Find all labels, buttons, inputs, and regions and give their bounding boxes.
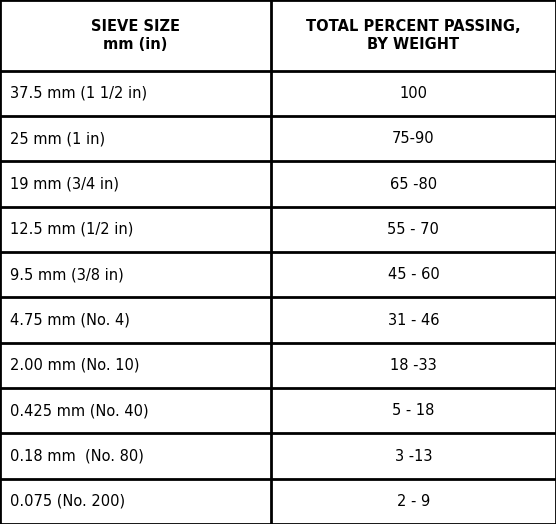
Text: TOTAL PERCENT PASSING,
BY WEIGHT: TOTAL PERCENT PASSING, BY WEIGHT [306,19,521,51]
Text: 5 - 18: 5 - 18 [392,403,435,418]
Text: 100: 100 [399,86,428,101]
Text: 31 - 46: 31 - 46 [388,312,439,328]
Text: 2 - 9: 2 - 9 [397,494,430,509]
Text: 55 - 70: 55 - 70 [388,222,439,237]
Text: 0.18 mm  (No. 80): 0.18 mm (No. 80) [10,449,144,464]
Text: 9.5 mm (3/8 in): 9.5 mm (3/8 in) [10,267,124,282]
Text: 0.425 mm (No. 40): 0.425 mm (No. 40) [10,403,148,418]
Text: 65 -80: 65 -80 [390,177,437,192]
Text: 18 -33: 18 -33 [390,358,437,373]
Text: 0.075 (No. 200): 0.075 (No. 200) [10,494,125,509]
Text: 37.5 mm (1 1/2 in): 37.5 mm (1 1/2 in) [10,86,147,101]
Text: 25 mm (1 in): 25 mm (1 in) [10,131,105,146]
Text: 45 - 60: 45 - 60 [388,267,439,282]
Text: 75-90: 75-90 [392,131,435,146]
Text: 12.5 mm (1/2 in): 12.5 mm (1/2 in) [10,222,133,237]
Text: SIEVE SIZE
mm (in): SIEVE SIZE mm (in) [91,19,180,51]
Text: 4.75 mm (No. 4): 4.75 mm (No. 4) [10,312,130,328]
Text: 19 mm (3/4 in): 19 mm (3/4 in) [10,177,119,192]
Text: 3 -13: 3 -13 [395,449,432,464]
Text: 2.00 mm (No. 10): 2.00 mm (No. 10) [10,358,140,373]
